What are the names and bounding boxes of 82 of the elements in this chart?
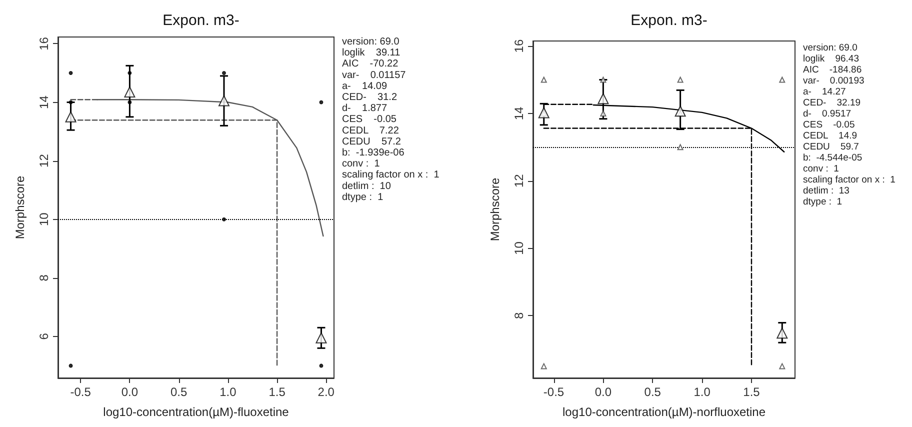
x-tick-label: 2.0: [318, 385, 335, 399]
text: version: 69.0: [342, 36, 400, 48]
point: [600, 76, 606, 83]
text: AIC -184.86: [803, 64, 862, 76]
text: dtype : 1: [803, 196, 842, 208]
text: CES -0.05: [803, 120, 855, 130]
x-tick-label: 1.5: [268, 385, 286, 399]
point: [776, 328, 788, 339]
chart-title: Expon. m3-: [162, 12, 240, 29]
text: detlim : 10: [342, 180, 392, 192]
y-tick-label: 12: [37, 154, 51, 168]
text: conv : 1: [342, 158, 380, 170]
text: loglik 96.43: [803, 54, 859, 64]
x-tick-label: -0.5: [70, 385, 92, 399]
chart-title: Expon. m3-: [630, 12, 708, 29]
point: [218, 95, 230, 106]
point: [222, 217, 226, 222]
text: scaling factor on x : 1: [803, 174, 896, 186]
point: [319, 364, 324, 368]
point: [677, 144, 684, 150]
point: [222, 71, 226, 75]
point: [124, 86, 136, 98]
text: detlim : 13: [803, 186, 850, 196]
text: CEDL 14.9: [803, 130, 858, 142]
text: CES -0.05: [342, 114, 397, 126]
text: CED- 32.19: [803, 98, 861, 108]
text: b: -1.939e-06: [342, 148, 405, 158]
y-tick-label: 6: [37, 332, 51, 340]
text: dtype : 1: [342, 192, 384, 203]
y-tick-label: 12: [512, 174, 526, 188]
x-tick-label: 0.5: [170, 385, 188, 399]
text: b: -4.544e-05: [803, 152, 862, 164]
x-tick-label: 1.0: [694, 385, 711, 399]
text: CEDU 59.7: [803, 142, 859, 152]
x-tick-label: 0.0: [594, 385, 612, 399]
point: [538, 107, 550, 118]
x-tick-label: 1.0: [220, 385, 237, 399]
y-tick-label: 8: [512, 312, 526, 319]
text: CEDL 7.22: [342, 125, 400, 136]
point: [319, 100, 324, 104]
text: d- 0.9517: [803, 108, 852, 120]
text: scaling factor on x : 1: [342, 170, 440, 181]
x-axis-title: log10-concentration(µM)-fluoxetine: [103, 405, 290, 419]
point: [779, 363, 786, 370]
text: loglik 39.11: [342, 48, 401, 59]
text: AIC -70.22: [342, 58, 399, 70]
y-tick-label: 16: [512, 39, 526, 53]
y-tick-label: 14: [37, 95, 51, 109]
x-axis-title: log10-concentration(µM)-norfluoxetine: [562, 405, 766, 419]
point: [68, 71, 73, 75]
text: a- 14.09: [342, 80, 388, 92]
text: d- 1.877: [342, 103, 388, 114]
y-axis-title: Morphscore: [13, 175, 27, 240]
x-tick-label: -0.5: [543, 385, 564, 399]
y-tick-label: 16: [37, 36, 51, 50]
x-tick-label: 1.5: [743, 385, 760, 399]
x-tick-label: 0.0: [121, 385, 138, 399]
point: [128, 71, 132, 75]
y-tick-label: 10: [512, 241, 526, 255]
point: [674, 106, 686, 117]
point: [68, 364, 73, 368]
point: [600, 110, 606, 116]
y-tick-label: 8: [37, 274, 51, 282]
point: [128, 100, 132, 104]
point: [65, 111, 76, 122]
text: CED- 31.2: [342, 92, 398, 103]
y-tick-label: 10: [37, 212, 51, 226]
x-tick-label: 0.5: [644, 385, 662, 399]
point: [540, 76, 547, 83]
point: [677, 76, 684, 83]
y-tick-label: 14: [512, 106, 526, 120]
point: [598, 93, 609, 104]
text: var- 0.00193: [803, 76, 864, 86]
text: a- 14.27: [803, 86, 846, 98]
text: version: 69.0: [803, 42, 858, 54]
text: var- 0.01157: [342, 70, 406, 81]
text: CEDU 57.2: [342, 136, 402, 148]
point: [540, 363, 547, 370]
text: conv : 1: [803, 164, 839, 174]
point: [779, 76, 786, 83]
point: [316, 332, 327, 344]
y-axis-title: Morphscore: [488, 177, 502, 242]
